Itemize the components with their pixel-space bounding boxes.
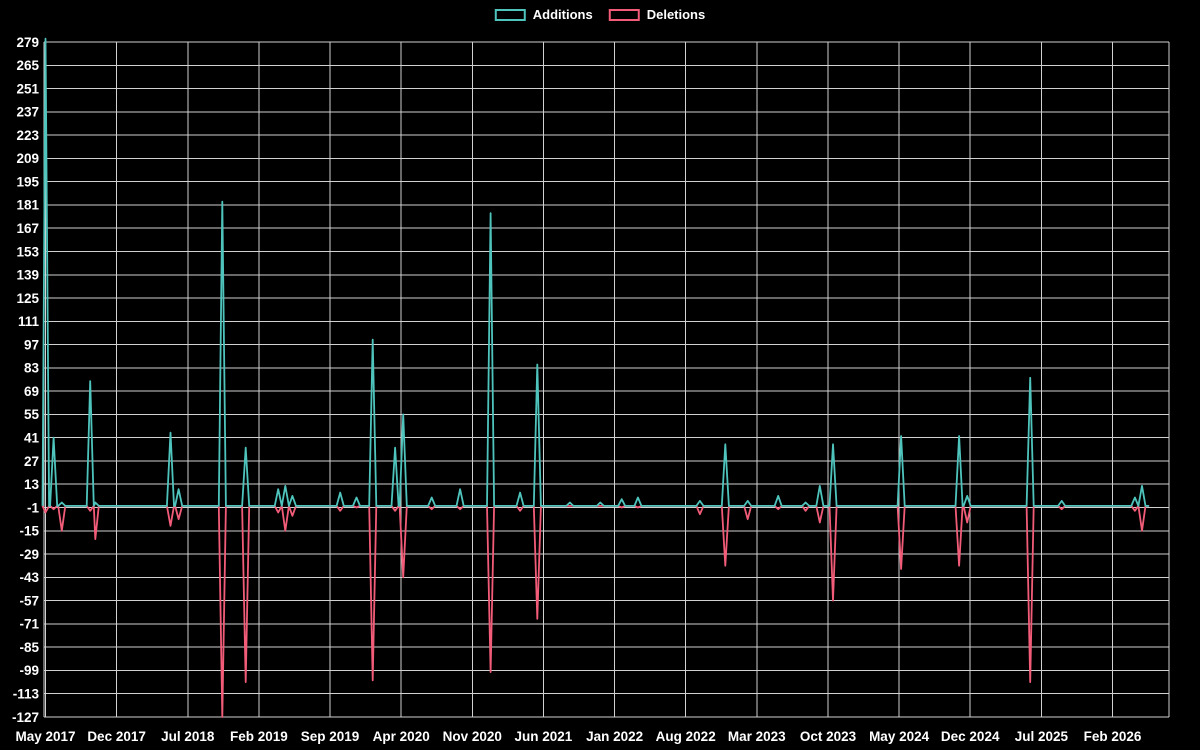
svg-text:111: 111 xyxy=(18,314,40,329)
svg-text:-43: -43 xyxy=(19,570,39,585)
svg-text:Apr 2020: Apr 2020 xyxy=(373,729,430,744)
svg-text:Jan 2022: Jan 2022 xyxy=(586,729,643,744)
svg-text:83: 83 xyxy=(24,361,40,376)
svg-text:-71: -71 xyxy=(19,617,39,632)
x-axis-labels: May 2017 Dec 2017 Jul 2018 Feb 2019 Sep 2019… xyxy=(15,729,1141,744)
svg-text:265: 265 xyxy=(16,58,39,73)
additions-swatch-icon xyxy=(494,8,526,21)
svg-text:13: 13 xyxy=(24,477,40,492)
svg-text:Jun 2021: Jun 2021 xyxy=(515,729,573,744)
svg-text:Oct 2023: Oct 2023 xyxy=(800,729,857,744)
deletions-line xyxy=(41,505,1150,718)
svg-text:May 2024: May 2024 xyxy=(869,729,930,744)
svg-text:-127: -127 xyxy=(12,710,39,725)
svg-text:Feb 2019: Feb 2019 xyxy=(230,729,288,744)
svg-text:-113: -113 xyxy=(13,687,40,702)
svg-text:Feb 2026: Feb 2026 xyxy=(1084,729,1142,744)
svg-text:-29: -29 xyxy=(19,547,39,562)
svg-text:May 2017: May 2017 xyxy=(15,729,75,744)
svg-text:223: 223 xyxy=(16,128,39,143)
svg-text:-99: -99 xyxy=(19,663,39,678)
svg-text:209: 209 xyxy=(16,151,39,166)
svg-text:27: 27 xyxy=(24,454,39,469)
additions-line xyxy=(41,37,1150,507)
svg-text:Aug 2022: Aug 2022 xyxy=(656,729,716,744)
svg-text:-85: -85 xyxy=(19,640,39,655)
legend-label-additions: Additions xyxy=(532,7,593,22)
svg-text:69: 69 xyxy=(24,384,39,399)
svg-text:Jul 2018: Jul 2018 xyxy=(161,729,215,744)
svg-text:97: 97 xyxy=(24,337,39,352)
grid xyxy=(43,41,1170,718)
svg-text:-57: -57 xyxy=(19,593,39,608)
legend-item-deletions[interactable]: Deletions xyxy=(608,7,706,22)
chart-legend: Additions Deletions xyxy=(494,7,706,22)
svg-text:-15: -15 xyxy=(19,524,39,539)
svg-text:167: 167 xyxy=(16,221,39,236)
svg-text:195: 195 xyxy=(16,175,39,190)
svg-text:279: 279 xyxy=(16,35,39,50)
svg-text:41: 41 xyxy=(24,431,40,446)
svg-text:Dec 2024: Dec 2024 xyxy=(941,729,1000,744)
svg-text:Mar 2023: Mar 2023 xyxy=(728,729,786,744)
svg-text:Dec 2017: Dec 2017 xyxy=(87,729,146,744)
svg-text:237: 237 xyxy=(16,105,39,120)
svg-text:-1: -1 xyxy=(27,500,39,515)
legend-label-deletions: Deletions xyxy=(646,7,706,22)
legend-item-additions[interactable]: Additions xyxy=(494,7,593,22)
svg-text:251: 251 xyxy=(16,81,39,96)
svg-text:55: 55 xyxy=(24,407,40,422)
svg-text:Nov 2020: Nov 2020 xyxy=(443,729,502,744)
svg-text:153: 153 xyxy=(16,244,39,259)
y-axis-labels: 279 265 251 237 223 209 195 181 167 153 139 125 111 9… xyxy=(12,35,40,725)
deletions-swatch-icon xyxy=(608,8,640,21)
svg-text:139: 139 xyxy=(16,268,39,283)
svg-text:181: 181 xyxy=(16,198,39,213)
svg-text:Jul 2025: Jul 2025 xyxy=(1015,729,1069,744)
svg-text:125: 125 xyxy=(16,291,39,306)
svg-text:Sep 2019: Sep 2019 xyxy=(301,729,360,744)
